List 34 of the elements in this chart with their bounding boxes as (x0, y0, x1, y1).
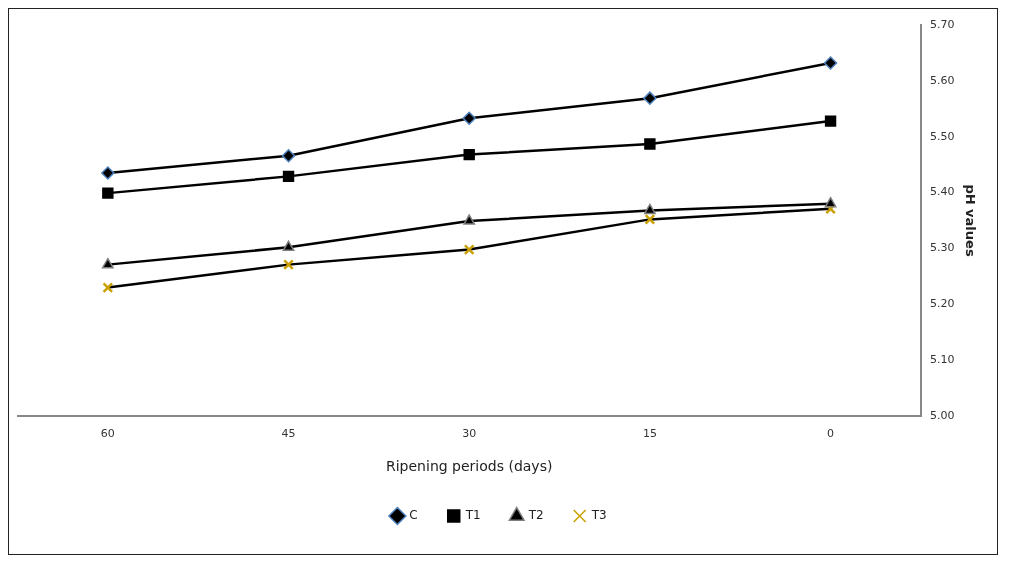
point (644, 138, 656, 150)
point (282, 240, 295, 252)
point (643, 203, 656, 215)
point (463, 214, 476, 225)
point (102, 187, 114, 199)
y-tick-label: 5.40 (929, 185, 955, 199)
y-tick-label: 5.30 (929, 241, 955, 255)
x-tick-label: 60 (100, 427, 115, 441)
y-tick-label: 5.20 (929, 297, 955, 311)
point (824, 196, 837, 208)
y-tick-label: 5.70 (929, 17, 955, 31)
point (281, 148, 296, 163)
x-tick-label: 45 (281, 427, 296, 441)
point (463, 148, 475, 161)
x-tick-label: 30 (462, 427, 477, 441)
point (282, 170, 295, 183)
legend-label: T3 (590, 508, 607, 523)
point (101, 166, 115, 180)
point (823, 56, 838, 70)
y-axis-title: pH values (962, 184, 978, 257)
legend-label: T2 (527, 508, 544, 523)
x-tick-label: 15 (642, 427, 657, 441)
y-tick-label: 5.10 (929, 353, 955, 366)
y-tick-label: 5.00 (929, 408, 955, 422)
x-axis-title: Ripening periods (days) (386, 458, 553, 475)
point (462, 111, 476, 126)
y-tick-label: 5.60 (929, 73, 955, 87)
point (824, 115, 837, 127)
point (643, 91, 657, 105)
point (101, 257, 114, 269)
y-tick-label: 5.50 (929, 129, 955, 143)
legend-label: C (409, 508, 418, 523)
legend-label: T1 (464, 508, 481, 523)
x-tick-label: 0 (827, 427, 835, 441)
